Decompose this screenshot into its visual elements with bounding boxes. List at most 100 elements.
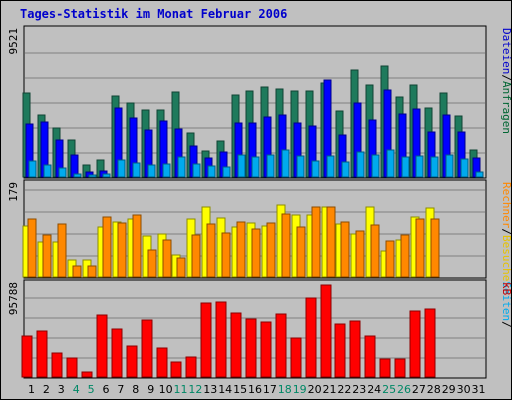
bar-rechner	[400, 234, 410, 278]
bar-kb	[170, 361, 182, 378]
bar-kb	[320, 284, 332, 378]
bar-rechner	[236, 221, 246, 278]
x-axis-labels: 1 2 3 4 5 6 7 8 9 10 11 12 13 14 15 16 17 18 19 20 21 22 23 24 2…	[28, 383, 486, 396]
bar-seiten	[326, 155, 335, 178]
x-tick-label: 3	[58, 383, 65, 396]
x-tick-label: 12	[188, 383, 202, 396]
legend-middle: Rechner/BesucheSeiten/	[500, 182, 512, 328]
bar-seiten	[356, 151, 365, 178]
x-tick-label: 26	[397, 383, 411, 396]
legend-bottom: kB	[500, 282, 512, 296]
bar-seiten	[177, 156, 186, 178]
chart-panel-top: 9521 Dateien/Anfragen	[7, 25, 512, 179]
x-tick-label: 30	[457, 383, 471, 396]
bar-kb	[334, 323, 346, 378]
chart-title: Tages-Statistik im Monat Februar 2006	[20, 7, 288, 21]
bar-seiten	[192, 163, 201, 178]
x-tick-label: 5	[88, 383, 95, 396]
bar-rechner	[296, 226, 306, 278]
bar-kb	[96, 314, 108, 378]
bar-rechner	[326, 206, 336, 278]
bar-seiten	[28, 160, 37, 178]
x-tick-label: 18	[278, 383, 292, 396]
bar-kb	[409, 310, 421, 378]
bar-kb	[126, 345, 138, 378]
bar-seiten	[415, 155, 424, 178]
bar-rechner	[42, 234, 52, 278]
bar-rechner	[72, 265, 82, 278]
legend-top: Dateien/Anfragen	[500, 28, 512, 134]
x-tick-label: 11	[174, 383, 188, 396]
bar-kb	[260, 321, 272, 378]
bar-rechner	[57, 223, 67, 278]
x-tick-label: 1	[28, 383, 35, 396]
bar-rechner	[102, 216, 112, 278]
legend-entry: /	[500, 228, 512, 235]
bar-seiten	[460, 158, 469, 178]
bar-seiten	[430, 156, 439, 178]
legend-entry: /	[500, 74, 512, 81]
legend-entry: kB	[500, 282, 512, 296]
x-tick-label: 13	[203, 383, 217, 396]
x-tick-label: 4	[73, 383, 80, 396]
bar-seiten	[132, 162, 141, 178]
bar-seiten	[371, 154, 380, 178]
legend-entry: Rechner	[500, 182, 512, 229]
bar-kb	[379, 358, 391, 378]
bar-rechner	[221, 232, 231, 278]
x-tick-label: 23	[352, 383, 366, 396]
bar-seiten	[386, 149, 395, 178]
legend-entry: Seiten	[500, 281, 512, 321]
bar-rechner	[370, 224, 380, 278]
chart-panel-bottom: 95788 kB	[7, 279, 512, 379]
chart-panel-middle: 179 Rechner/BesucheSeiten/	[7, 179, 512, 328]
x-tick-label: 27	[412, 383, 426, 396]
bar-rechner	[355, 230, 365, 278]
bar-seiten	[475, 171, 484, 178]
bar-rechner	[87, 265, 97, 278]
bar-seiten	[281, 149, 290, 178]
bar-seiten	[401, 156, 410, 178]
bar-seiten	[162, 163, 171, 178]
bar-rechner	[311, 206, 321, 278]
bar-rechner	[27, 218, 37, 278]
bar-seiten	[311, 160, 320, 178]
bar-seiten	[266, 154, 275, 178]
bar-kb	[200, 302, 212, 378]
bar-kb	[230, 312, 242, 378]
bar-seiten	[88, 174, 97, 178]
x-tick-label: 22	[337, 383, 351, 396]
x-tick-label: 2	[43, 383, 50, 396]
bar-rechner	[132, 214, 142, 278]
bar-seiten	[237, 154, 246, 178]
y-max-label: 95788	[7, 282, 20, 315]
bar-kb	[349, 320, 361, 378]
x-tick-label: 9	[147, 383, 154, 396]
x-tick-label: 16	[248, 383, 262, 396]
bar-rechner	[251, 228, 261, 278]
x-tick-label: 15	[233, 383, 247, 396]
bar-rechner	[176, 257, 186, 278]
bar-kb	[394, 358, 406, 378]
legend-entry: Dateien	[500, 28, 512, 74]
bar-seiten	[341, 161, 350, 178]
bar-seiten	[43, 164, 52, 178]
x-tick-label: 24	[367, 383, 381, 396]
bar-kb	[364, 335, 376, 378]
x-tick-label: 28	[427, 383, 441, 396]
y-max-label: 179	[7, 182, 20, 202]
bar-rechner	[430, 218, 440, 278]
x-tick-label: 8	[132, 383, 139, 396]
x-tick-label: 17	[263, 383, 277, 396]
bar-kb	[245, 318, 257, 378]
bar-kb	[215, 301, 227, 378]
x-tick-label: 10	[159, 383, 173, 396]
x-tick-label: 29	[442, 383, 456, 396]
bar-rechner	[415, 218, 425, 278]
bar-rechner	[266, 222, 276, 278]
bar-kb	[275, 313, 287, 378]
bar-rechner	[281, 213, 291, 278]
bar-kb	[156, 347, 168, 378]
bar-kb	[424, 308, 436, 378]
